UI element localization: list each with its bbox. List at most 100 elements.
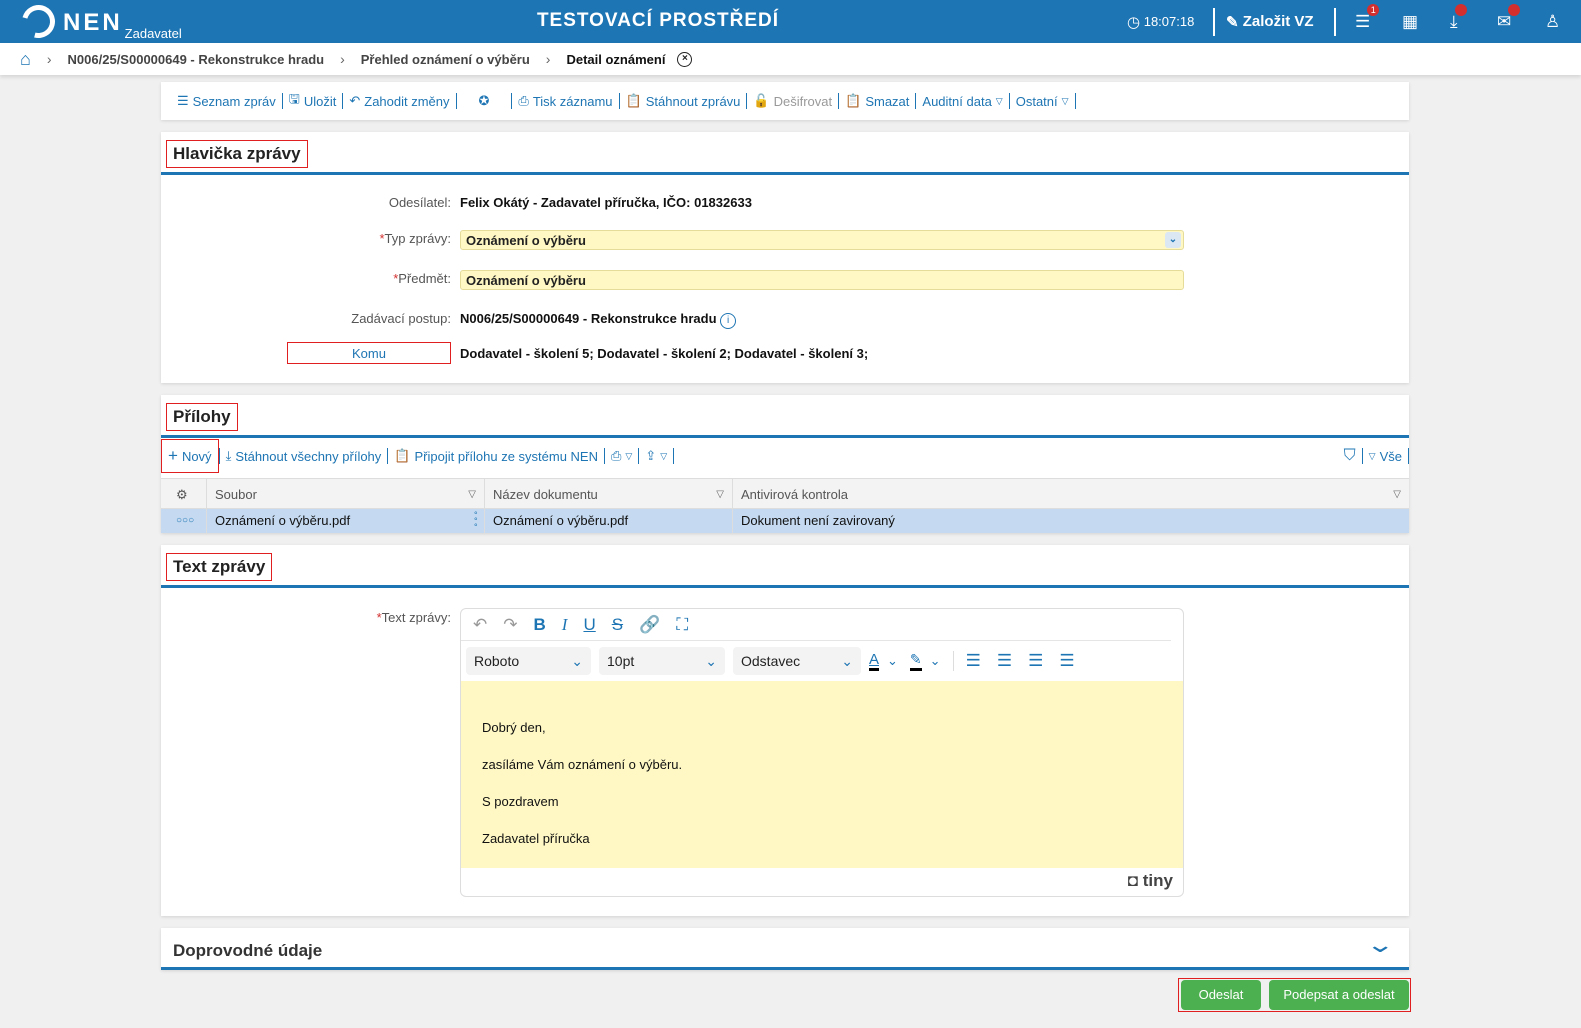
filter-triangle-icon: ▽ [1393, 489, 1401, 500]
nen-logo[interactable]: NEN Zadavatel [15, 0, 182, 45]
audit-data-menu[interactable]: Auditní data ▽ [922, 93, 1003, 109]
close-tab-icon[interactable]: × [677, 51, 693, 67]
editor-content[interactable]: Dobrý den, zasíláme Vám oznámení o výběr… [461, 681, 1183, 868]
undo-icon[interactable]: ↶ [473, 614, 488, 634]
strikethrough-icon[interactable]: S [611, 614, 624, 634]
breadcrumb-current: Detail oznámení [566, 51, 666, 67]
rich-text-editor: ↶ ↷ B I U S 🔗 ⛶ Roboto ⌄ 10pt ⌄ Odstavec ⌄ … [460, 608, 1184, 897]
actions-highlight [1178, 978, 1411, 1012]
column-settings-icon[interactable]: ⚙ [161, 479, 207, 510]
chevron-down-icon[interactable]: ⌄ [1365, 932, 1395, 957]
create-vz-button[interactable]: ✎ Založit VZ [1226, 0, 1314, 43]
block-format-select[interactable]: Odstavec ⌄ [733, 647, 861, 675]
discard-changes-button[interactable]: ↶ Zahodit změny [349, 93, 450, 109]
chevron-down-icon[interactable]: ⌄ [1165, 232, 1181, 248]
cell-doc-name: Oznámení o výběru.pdf [485, 509, 733, 533]
award-icon: ✪ [478, 93, 490, 108]
sign-and-send-button[interactable]: Podepsat a odeslat [1269, 980, 1409, 1010]
breadcrumb-procedure[interactable]: N006/25/S00000649 - Rekonstrukce hradu [67, 51, 325, 67]
mail-dot [1508, 3, 1521, 16]
print-icon: ⎙ [518, 93, 529, 108]
redo-icon[interactable]: ↷ [503, 614, 518, 634]
text-color-icon[interactable]: A [869, 651, 880, 671]
bold-icon[interactable]: B [533, 614, 546, 634]
calendar-icon[interactable]: ▦ [1402, 11, 1419, 31]
table-row[interactable]: ○○○ Oznámení o výběru.pdf ° ° ° Oznámení o… [161, 509, 1409, 533]
cell-file[interactable]: Oznámení o výběru.pdf [207, 509, 485, 533]
highlight-icon[interactable]: ✎ [909, 651, 922, 671]
tiny-branding[interactable]: ◘ tiny [1127, 871, 1173, 890]
font-family-select[interactable]: Roboto ⌄ [466, 647, 591, 675]
menu-icon[interactable]: ☰ 1 [1355, 3, 1380, 32]
chevron-down-icon: ⌄ [841, 652, 853, 669]
underline-icon[interactable]: U [583, 614, 596, 634]
chevron-right-icon: › [46, 51, 52, 67]
message-text-section: Text zprávy *Text zprávy: ↶ ↷ B I U S 🔗 … [161, 545, 1409, 916]
paragraph: Dobrý den, [482, 720, 546, 735]
delete-button[interactable]: 📋 Smazat [845, 93, 910, 109]
save-icon: 🖫 [288, 91, 300, 106]
align-right-icon[interactable]: ☰ [1028, 651, 1044, 670]
attach-from-nen-button[interactable]: 📋 Připojit přílohu ze systému NEN [394, 448, 598, 464]
align-left-icon[interactable]: ☰ [965, 651, 981, 670]
column-file[interactable]: Soubor ▽ [207, 479, 485, 510]
column-antivirus[interactable]: Antivirová kontrola ▽ [733, 479, 1409, 510]
filter-triangle-icon: ▽ [716, 489, 724, 500]
kebab-icon[interactable]: ° ° ° [474, 510, 478, 532]
clock: ◷ 18:07:18 [1127, 0, 1194, 43]
row-actions-icon[interactable]: ○○○ [161, 509, 207, 533]
save-button[interactable]: 🖫 Uložit [283, 90, 343, 112]
user-icon[interactable]: ♙ [1545, 11, 1561, 31]
other-menu[interactable]: Ostatní ▽ [1015, 93, 1069, 109]
italic-icon[interactable]: I [561, 614, 568, 634]
accompanying-data-section[interactable]: Doprovodné údaje ⌄ [161, 928, 1409, 970]
notification-badge: 1 [1367, 3, 1380, 16]
message-list-button[interactable]: ☰ Seznam zpráv [177, 93, 276, 109]
subject-input[interactable]: Oznámení o výběru [460, 270, 1184, 290]
fullscreen-icon[interactable]: ⛶ [676, 614, 689, 634]
info-icon[interactable]: i [720, 313, 737, 329]
print-menu[interactable]: ⎙ ▽ [605, 448, 638, 464]
clipboard-icon: 📋 [625, 93, 642, 108]
link-icon[interactable]: 🔗 [639, 614, 661, 634]
type-label: *Typ zprávy: [379, 231, 451, 246]
filter-icon[interactable]: ⛉ [1343, 447, 1356, 464]
table-header: ⚙ Soubor ▽ Název dokumentu ▽ Antivirová ko… [161, 478, 1409, 510]
clock-icon: ◷ [1127, 13, 1141, 31]
chevron-down-icon: ⌄ [705, 652, 717, 669]
top-bar: NEN Zadavatel TESTOVACÍ PROSTŘEDÍ ◷ 18:0… [0, 0, 1581, 45]
clipboard-icon: 📋 [845, 93, 862, 108]
procedure-value: N006/25/S00000649 - Rekonstrukce hradu i [460, 311, 737, 329]
message-toolbar: ☰ Seznam zpráv 🖫 Uložit ↶ Zahodit změny ✪ ⎙… [161, 82, 1409, 120]
mail-icon[interactable]: ✉ [1497, 3, 1521, 32]
chevron-right-icon: › [340, 51, 345, 67]
download-message-button[interactable]: 📋 Stáhnout zprávu [625, 93, 741, 109]
tiny-logo-icon: ◘ [1127, 871, 1139, 890]
section-title: Doprovodné údaje [173, 941, 323, 960]
certificate-button[interactable]: ✪ [457, 93, 512, 109]
download-all-button[interactable]: ⤓ Stáhnout všechny přílohy [225, 448, 382, 464]
triangle-down-icon: ▽ [1061, 95, 1069, 106]
font-size-select[interactable]: 10pt ⌄ [599, 647, 725, 675]
home-icon[interactable]: ⌂ [20, 48, 31, 69]
send-button[interactable]: Odeslat [1181, 980, 1261, 1010]
filter-all-menu[interactable]: ▽ Vše [1368, 448, 1402, 464]
column-doc-name[interactable]: Název dokumentu ▽ [485, 479, 733, 510]
export-menu[interactable]: ⇪ ▽ [639, 448, 673, 464]
create-vz-label: Založit VZ [1242, 13, 1314, 30]
decrypt-button[interactable]: 🔓 Dešifrovat [753, 93, 833, 109]
justify-icon[interactable]: ☰ [1059, 651, 1075, 670]
breadcrumb-overview[interactable]: Přehled oznámení o výběru [360, 51, 530, 67]
chevron-down-icon[interactable]: ⌄ [887, 653, 898, 668]
chevron-down-icon[interactable]: ⌄ [929, 653, 941, 668]
download-icon[interactable]: ⤓ [1450, 3, 1467, 32]
section-title: Text zprávy [166, 553, 273, 581]
environment-title: TESTOVACÍ PROSTŘEDÍ [536, 10, 780, 31]
align-center-icon[interactable]: ☰ [996, 651, 1013, 670]
triangle-down-icon: ▽ [1368, 450, 1376, 461]
new-attachment-button[interactable]: + Nový [161, 439, 219, 473]
print-record-button[interactable]: ⎙ Tisk záznamu [518, 93, 613, 109]
filter-triangle-icon: ▽ [468, 489, 476, 500]
message-type-select[interactable]: Oznámení o výběru ⌄ [460, 230, 1184, 250]
to-button[interactable]: Komu [287, 342, 451, 364]
